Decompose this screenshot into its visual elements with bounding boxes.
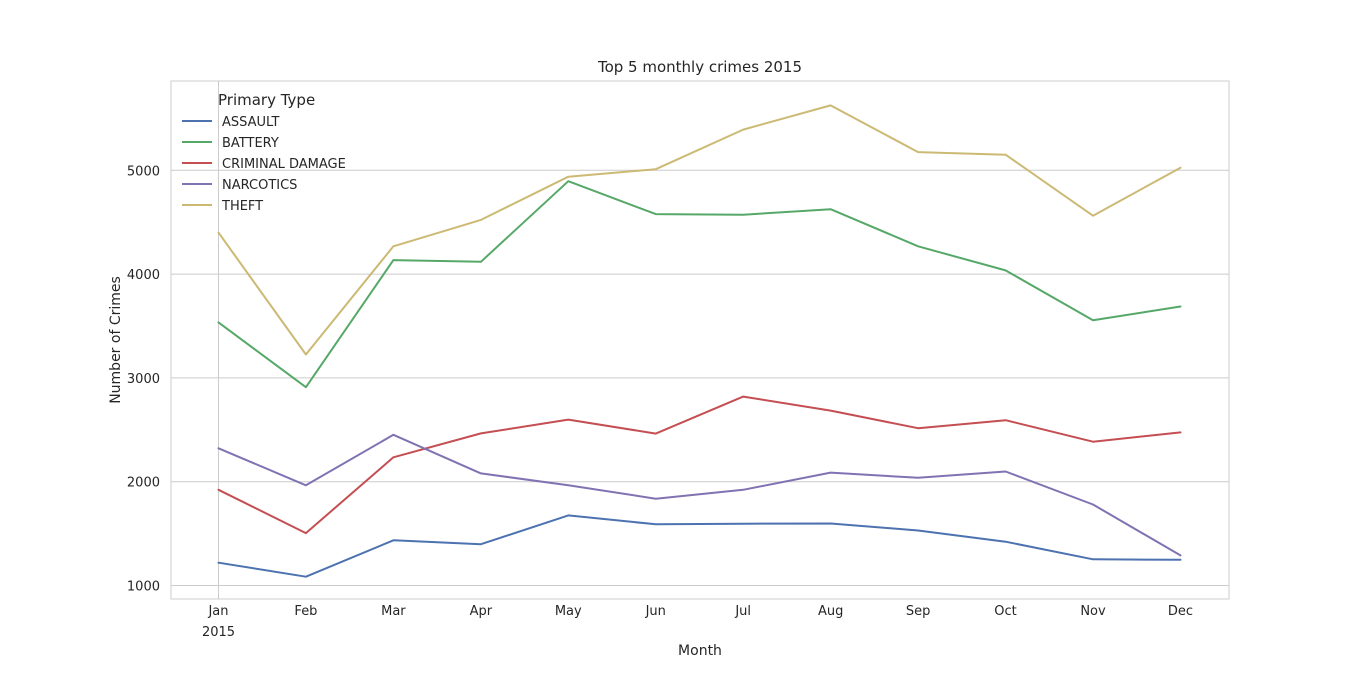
- x-tick-label: Aug: [818, 604, 843, 619]
- gridlines: [171, 81, 1229, 599]
- series-line-assault: [217, 514, 1182, 578]
- series-line-criminal-damage: [217, 395, 1182, 535]
- x-tick-label: Jun: [645, 604, 666, 619]
- tick-labels: 1000 2000 3000 4000 5000 Jan Feb Mar Apr May Jun Ju…: [127, 164, 1193, 640]
- legend-entry: NARCOTICS: [222, 178, 297, 193]
- legend-entry: CRIMINAL DAMAGE: [222, 157, 346, 172]
- y-axis-label: Number of Crimes: [108, 276, 124, 404]
- x-tick-label: Oct: [994, 604, 1016, 619]
- series-line-battery: [217, 180, 1182, 389]
- x-tick-label: Feb: [294, 604, 317, 619]
- series-line-narcotics: [217, 433, 1182, 557]
- x-tick-label: May: [555, 604, 582, 619]
- y-tick-label: 3000: [127, 372, 160, 387]
- y-tick-label: 5000: [127, 164, 160, 179]
- y-tick-label: 1000: [127, 580, 160, 595]
- x-axis-label: Month: [678, 643, 722, 659]
- legend-entry: BATTERY: [222, 136, 279, 151]
- legend-title: Primary Type: [218, 91, 315, 109]
- plot-frame: [170, 80, 1230, 600]
- legend-entry: ASSAULT: [222, 115, 279, 130]
- x-tick-label: Apr: [470, 604, 493, 619]
- x-tick-label: Dec: [1168, 604, 1193, 619]
- x-tick-label: Jan: [207, 604, 228, 619]
- x-tick-label: Jul: [734, 604, 751, 619]
- legend: Primary Type ASSAULT BATTERY CRIMINAL DAMA…: [182, 91, 346, 214]
- x-tick-label: Mar: [381, 604, 406, 619]
- x-tick-label: Sep: [906, 604, 931, 619]
- x-tick-label: Nov: [1080, 604, 1106, 619]
- series-line-theft: [217, 104, 1182, 356]
- series-lines: [217, 104, 1182, 578]
- chart-title: Top 5 monthly crimes 2015: [597, 58, 802, 76]
- legend-entry: THEFT: [221, 199, 263, 214]
- y-tick-label: 2000: [127, 476, 160, 491]
- y-tick-label: 4000: [127, 268, 160, 283]
- x-tick-year-label: 2015: [202, 625, 235, 640]
